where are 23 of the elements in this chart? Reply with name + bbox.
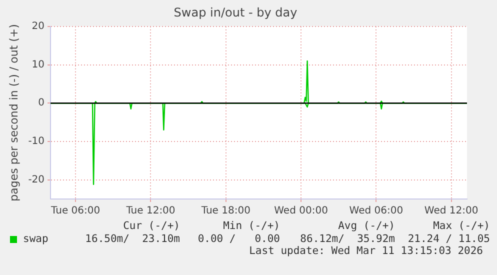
- legend-label: swap: [23, 233, 48, 245]
- x-tick-label: Tue 12:00: [125, 206, 176, 217]
- y-tick-label: -20: [28, 174, 45, 186]
- y-tick-label: 0: [38, 98, 45, 109]
- text: Max (-/+): [432, 220, 490, 232]
- y-tick-label: 10: [32, 59, 45, 70]
- y-axis-title: pages per second in (-) / out (+): [7, 24, 20, 202]
- y-tick-label: -10: [28, 136, 45, 148]
- text: 0.00 / 0.00: [196, 233, 280, 245]
- text: Avg (-/+): [337, 220, 395, 232]
- y-tick-label: 20: [32, 20, 45, 32]
- text: 86.12m/ 35.92m: [299, 233, 395, 245]
- x-tick-label: Tue 06:00: [50, 206, 100, 217]
- x-tick-label: Wed 12:00: [424, 206, 478, 217]
- x-tick-label: Wed 06:00: [349, 206, 404, 217]
- chart-title: Swap in/out - by day: [174, 5, 298, 20]
- x-tick-label: Tue 18:00: [200, 206, 250, 217]
- text: 16.50m/ 23.10m: [84, 233, 180, 245]
- x-tick-label: Wed 00:00: [274, 206, 328, 217]
- text: Last update: Wed Mar 11 13:15:03 2026: [248, 245, 484, 257]
- text: 21.24 / 11.05: [406, 233, 490, 245]
- text: Min (-/+): [222, 220, 280, 232]
- text: Cur (-/+): [122, 220, 180, 232]
